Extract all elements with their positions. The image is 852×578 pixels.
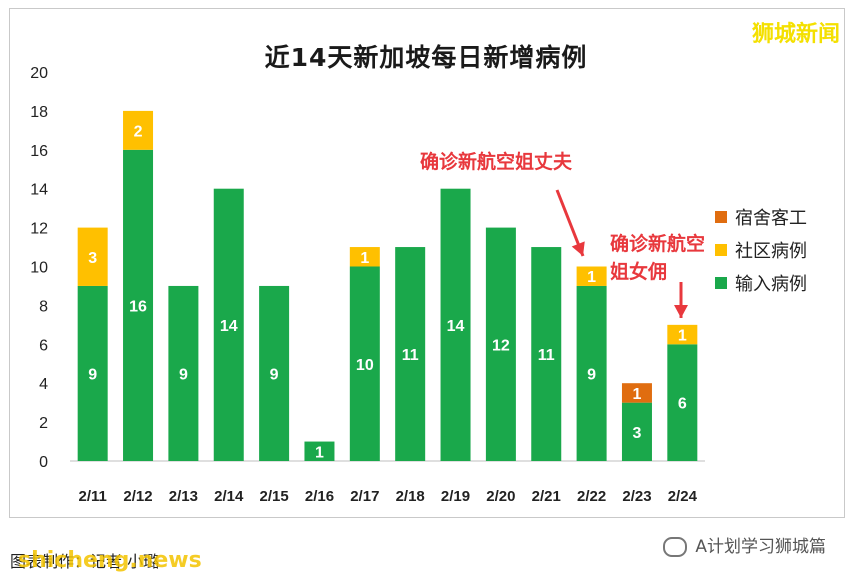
annotation-arrow-2-22-head xyxy=(571,241,585,256)
bar-segment-2-14-0 xyxy=(213,188,244,461)
bar-data-label: 9 xyxy=(587,366,596,383)
bar-segment-2-15-0 xyxy=(259,285,290,461)
bar-segment-2-18-0 xyxy=(395,247,426,461)
bar-data-label: 14 xyxy=(220,318,238,335)
annotation-2-22: 确诊新航空姐丈夫 xyxy=(420,151,573,173)
chart-credit: 图表制作：记者 小璐 xyxy=(10,552,160,571)
y-tick-label: 6 xyxy=(39,337,48,354)
bar-segment-2-17-0 xyxy=(349,266,380,461)
bar-data-label: 14 xyxy=(447,318,465,335)
bar-data-label: 16 xyxy=(129,298,147,315)
bar-segment-2-17-1 xyxy=(349,247,380,267)
bar-data-label: 6 xyxy=(678,396,687,413)
wechat-account: A计划学习狮城篇 xyxy=(663,532,826,557)
legend-item-imported: 输入病例 xyxy=(715,266,807,299)
y-tick-label: 18 xyxy=(30,104,48,121)
y-tick-label: 2 xyxy=(39,415,48,432)
bar-data-label: 11 xyxy=(538,347,555,364)
legend-swatch-community xyxy=(715,243,727,256)
chart-legend: 宿舍客工 社区病例 输入病例 xyxy=(715,200,807,299)
bar-data-label: 11 xyxy=(402,347,419,364)
y-tick-label: 10 xyxy=(30,260,48,277)
watermark: shicheng.news xyxy=(18,548,202,573)
x-tick-label: 2/11 xyxy=(78,488,106,505)
y-tick-label: 8 xyxy=(39,298,48,315)
x-tick-label: 2/21 xyxy=(532,488,561,505)
y-tick-label: 4 xyxy=(39,376,48,393)
x-tick-label: 2/19 xyxy=(441,488,470,505)
legend-item-community: 社区病例 xyxy=(715,233,807,266)
bar-data-label: 9 xyxy=(270,366,279,383)
wechat-account-name: A计划学习狮城篇 xyxy=(695,537,826,557)
bar-segment-2-12-1 xyxy=(123,110,154,150)
x-tick-label: 2/22 xyxy=(577,488,606,505)
brand-logo: 狮城新闻 xyxy=(751,22,840,47)
wechat-icon xyxy=(663,537,688,557)
bar-data-label: 1 xyxy=(633,386,642,403)
legend-swatch-imported xyxy=(715,276,727,289)
bar-data-label: 1 xyxy=(678,328,687,345)
y-tick-label: 12 xyxy=(30,221,48,238)
bar-data-label: 12 xyxy=(492,337,510,354)
legend-swatch-dormitory xyxy=(715,210,727,223)
bar-data-label: 3 xyxy=(633,425,642,442)
x-tick-label: 2/15 xyxy=(260,488,289,505)
bar-segment-2-19-0 xyxy=(440,188,471,461)
legend-label-imported: 输入病例 xyxy=(735,273,807,295)
bar-segment-2-11-0 xyxy=(77,285,108,461)
legend-label-community: 社区病例 xyxy=(735,240,807,262)
bar-segment-2-23-2 xyxy=(621,383,652,403)
y-tick-label: 0 xyxy=(39,454,48,471)
bar-data-label: 2 xyxy=(134,123,143,140)
x-tick-label: 2/13 xyxy=(169,488,198,505)
bar-data-label: 9 xyxy=(179,366,188,383)
x-tick-label: 2/24 xyxy=(668,488,698,505)
bar-data-label: 1 xyxy=(315,444,324,461)
bar-segment-2-20-0 xyxy=(485,227,516,461)
x-tick-label: 2/18 xyxy=(396,488,425,505)
bar-segment-2-23-0 xyxy=(621,402,652,461)
x-tick-label: 2/16 xyxy=(305,488,334,505)
annotation-arrow-2-24-head xyxy=(674,305,688,318)
bar-segment-2-22-1 xyxy=(576,266,607,286)
x-tick-label: 2/12 xyxy=(123,488,152,505)
bar-segment-2-11-1 xyxy=(77,227,108,286)
bar-segment-2-24-0 xyxy=(667,344,698,461)
bar-segment-2-21-0 xyxy=(531,247,562,461)
bar-data-label: 10 xyxy=(356,357,374,374)
legend-item-dormitory: 宿舍客工 xyxy=(715,200,807,233)
y-tick-label: 16 xyxy=(30,143,48,160)
bar-data-label: 3 xyxy=(88,250,97,267)
annotation-2-24: 确诊新航空姐女佣 xyxy=(610,233,706,283)
x-tick-label: 2/23 xyxy=(622,488,651,505)
bar-data-label: 1 xyxy=(587,269,596,286)
bar-data-label: 9 xyxy=(88,366,97,383)
x-tick-label: 2/14 xyxy=(214,488,244,505)
legend-label-dormitory: 宿舍客工 xyxy=(735,207,807,229)
y-tick-label: 14 xyxy=(30,182,48,199)
bar-segment-2-16-0 xyxy=(304,441,335,461)
y-tick-label: 20 xyxy=(30,65,48,82)
bar-data-label: 1 xyxy=(360,250,369,267)
bar-segment-2-13-0 xyxy=(168,285,199,461)
bar-segment-2-22-0 xyxy=(576,285,607,461)
chart-title: 近14天新加坡每日新增病例 xyxy=(264,43,588,72)
bar-segment-2-12-0 xyxy=(123,149,154,462)
bar-segment-2-24-1 xyxy=(667,324,698,345)
x-tick-label: 2/20 xyxy=(486,488,515,505)
x-tick-label: 2/17 xyxy=(350,488,379,505)
